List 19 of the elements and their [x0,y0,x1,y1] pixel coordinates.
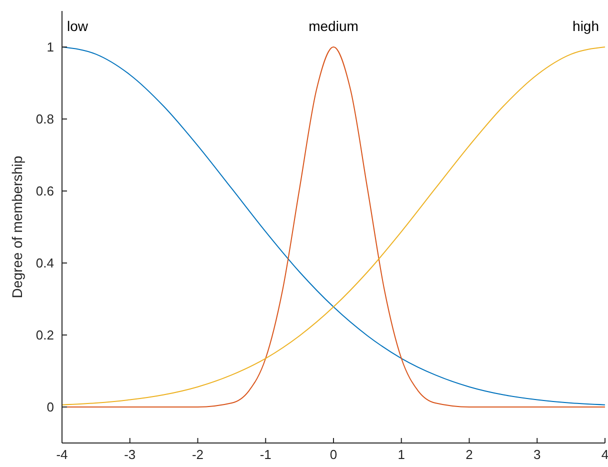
y-tick-label: 1 [46,40,54,55]
x-tick-label: -4 [56,447,68,462]
y-tick-label: 0.6 [36,184,54,199]
x-tick-label: 2 [466,447,473,462]
y-axis-title: Degree of membership [9,156,25,298]
annotation: low [67,18,89,34]
annotation: high [572,18,599,34]
y-tick-label: 0.8 [36,112,54,127]
annotation: medium [308,18,358,34]
y-tick-label: 0 [46,400,54,415]
x-tick-label: -3 [124,447,136,462]
x-tick-label: 0 [330,447,338,462]
x-tick-label: -1 [260,447,272,462]
y-tick-label: 0.2 [36,328,54,343]
x-tick-label: -2 [192,447,204,462]
x-tick-label: 3 [534,447,541,462]
x-tick-label: 1 [398,447,405,462]
x-tick-label: 4 [601,447,608,462]
y-tick-label: 0.4 [36,256,54,271]
